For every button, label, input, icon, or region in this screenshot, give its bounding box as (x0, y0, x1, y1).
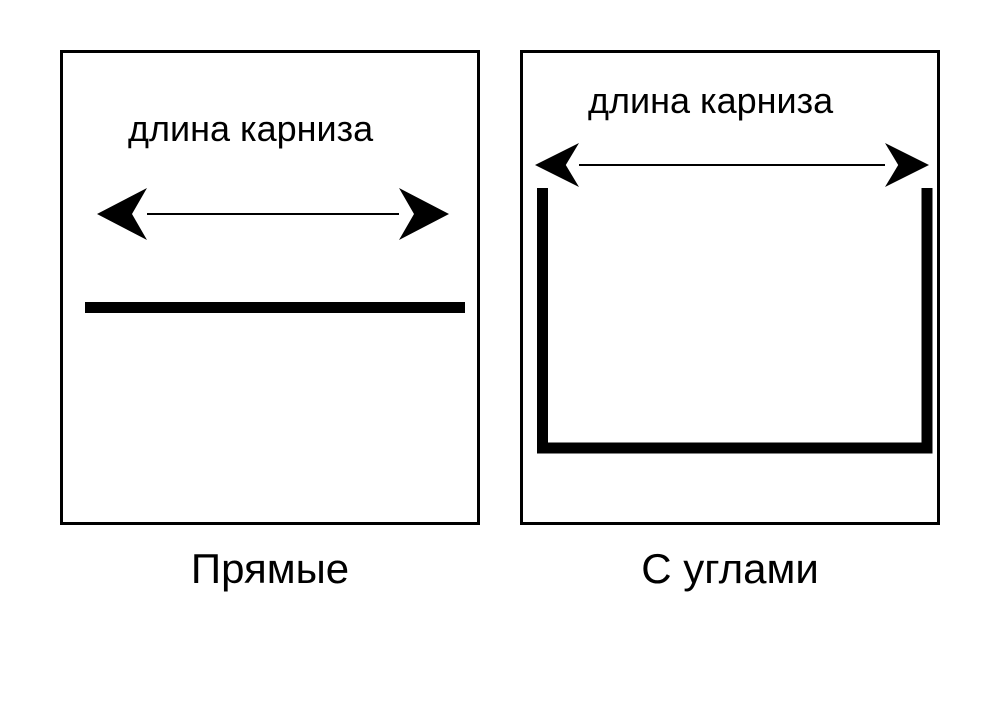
panel-wrapper-angled: длина карниза С углами (520, 50, 940, 593)
panel-straight: длина карниза (60, 50, 480, 525)
dimension-arrow-angled (535, 143, 929, 187)
panel-angled: длина карниза (520, 50, 940, 525)
measure-label-angled: длина карниза (588, 80, 833, 122)
dimension-arrow-straight (97, 188, 449, 240)
cornice-shape-angled (537, 188, 938, 459)
measure-label-straight: длина карниза (128, 108, 373, 150)
diagram-container: длина карниза Прямые длина карниза С угл… (60, 50, 940, 593)
panel-wrapper-straight: длина карниза Прямые (60, 50, 480, 593)
caption-angled: С углами (641, 545, 819, 593)
cornice-shape-straight (85, 301, 465, 314)
caption-straight: Прямые (191, 545, 349, 593)
